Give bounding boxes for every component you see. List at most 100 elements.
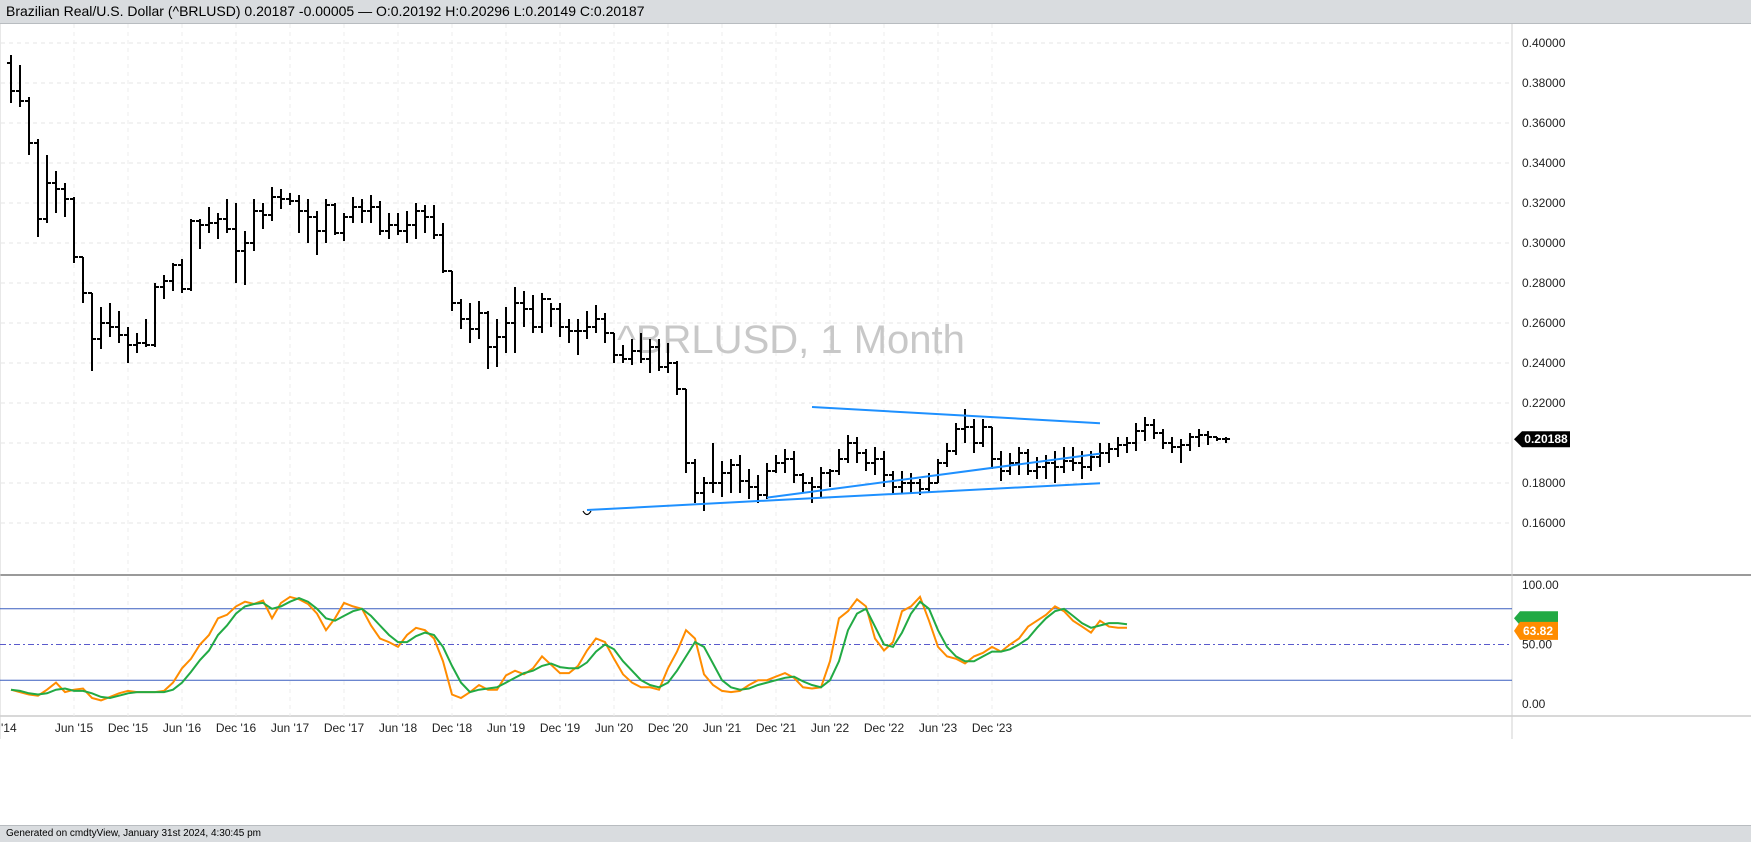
ohlc-bar <box>295 195 303 233</box>
ohlc-bar <box>682 388 690 473</box>
ohlc-bar <box>268 187 276 221</box>
ohlc-bar <box>304 199 312 243</box>
ohlc-bar <box>223 199 231 233</box>
ohlc-bar <box>70 197 78 263</box>
ohlc-bar <box>970 419 978 453</box>
ohlc-bar <box>511 287 519 353</box>
ohlc-bar <box>889 471 897 495</box>
ohlc-bar <box>943 443 951 467</box>
trendlines <box>586 406 1101 511</box>
stoch-tick-label: 0.00 <box>1522 697 1546 711</box>
ohlc-bar <box>1213 436 1221 441</box>
price-tick-label: 0.22000 <box>1522 396 1566 410</box>
price-tick-label: 0.16000 <box>1522 516 1566 530</box>
ohlc-bar <box>430 205 438 239</box>
ohlc-bar <box>259 203 267 229</box>
ohlc-bar <box>1096 443 1104 467</box>
date-tick-label: Jun '23 <box>919 721 958 735</box>
ohlc-bar <box>1159 429 1167 449</box>
ohlc-bar <box>79 256 87 303</box>
ohlc-bar <box>790 451 798 483</box>
ohlc-bar <box>331 203 339 235</box>
trendline <box>586 482 1101 511</box>
ohlc-bar <box>1069 447 1077 471</box>
ohlc-bar <box>178 259 186 293</box>
trendline <box>811 406 1101 425</box>
price-tick-label: 0.38000 <box>1522 76 1566 90</box>
ohlc-bar <box>502 307 510 353</box>
ohlc-bar <box>619 345 627 363</box>
ohlc-bar <box>655 339 663 371</box>
ohlc-bar <box>520 291 528 327</box>
ohlc-bar <box>691 459 699 503</box>
price-grid <box>1 42 1512 524</box>
date-tick-label: '14 <box>1 721 17 735</box>
ohlc-bar <box>934 459 942 484</box>
ohlc-bar <box>1105 443 1113 463</box>
ohlc-bar <box>772 455 780 473</box>
low-marker <box>582 510 592 516</box>
ohlc-bar <box>1132 423 1140 451</box>
stoch-tick-label: 100.00 <box>1522 578 1559 592</box>
ohlc-bar <box>718 461 726 497</box>
ohlc-bar <box>1114 437 1122 457</box>
ohlc-bar <box>43 155 51 223</box>
ohlc-bar <box>16 65 24 107</box>
ohlc-bar <box>565 319 573 343</box>
ohlc-bar <box>664 343 672 373</box>
ohlc-bar <box>781 449 789 473</box>
price-tick-label: 0.30000 <box>1522 236 1566 250</box>
ohlc-bar <box>1168 437 1176 453</box>
price-tick-label: 0.40000 <box>1522 36 1566 50</box>
date-tick-label: Dec '20 <box>648 721 689 735</box>
stochastic-pane: 100.00 50.00 0.00 63.82 <box>0 578 1559 711</box>
stoch-k-line <box>10 595 1127 702</box>
ohlc-bar <box>241 231 249 285</box>
stoch-k-tag <box>1514 621 1558 640</box>
ohlc-bar <box>169 263 177 291</box>
ohlc-bar <box>142 319 150 347</box>
date-tick-label: Dec '17 <box>324 721 365 735</box>
ohlc-bar <box>448 270 456 311</box>
ohlc-bar <box>97 307 105 349</box>
ohlc-bar <box>286 193 294 205</box>
ohlc-bar <box>988 426 996 469</box>
date-tick-label: Jun '21 <box>703 721 742 735</box>
ohlc-bar <box>880 451 888 487</box>
ohlc-bar <box>412 203 420 239</box>
ohlc-bar <box>700 477 708 511</box>
ohlc-bar <box>727 459 735 493</box>
date-tick-label: Dec '15 <box>108 721 149 735</box>
ohlc-bar <box>1006 453 1014 475</box>
ohlc-bar <box>403 211 411 243</box>
ohlc-bar <box>313 211 321 255</box>
symbol-watermark: ^BRLUSD, 1 Month <box>617 318 965 362</box>
ohlc-bar <box>88 292 96 371</box>
ohlc-bar <box>61 183 69 217</box>
ohlc-bar <box>475 301 483 339</box>
ohlc-bar <box>232 203 240 283</box>
ohlc-bar <box>574 319 582 355</box>
chart-area[interactable]: 0.40000 0.38000 0.36000 0.34000 0.32000 0.300… <box>0 24 1751 825</box>
ohlc-bar <box>322 199 330 243</box>
ohlc-bar <box>817 467 825 497</box>
ohlc-bar <box>457 299 465 329</box>
ohlc-bar <box>367 195 375 223</box>
price-tag-label: 0.20188 <box>1524 432 1568 446</box>
ohlc-bar <box>952 423 960 455</box>
ohlc-bar <box>277 189 285 209</box>
ohlc-bar <box>799 473 807 493</box>
stoch-d-tag <box>1514 611 1558 626</box>
generated-note: Generated on cmdtyView, January 31st 202… <box>6 828 261 839</box>
ohlc-bar <box>637 333 645 363</box>
ohlc-bars <box>7 55 1230 511</box>
ohlc-bar <box>556 303 564 337</box>
ohlc-bar <box>484 311 492 369</box>
stoch-d-line <box>10 597 1128 700</box>
ohlc-bar <box>763 463 771 499</box>
ohlc-bar <box>376 201 384 235</box>
price-tag-box <box>1514 431 1570 448</box>
ohlc-bar <box>187 219 195 291</box>
ohlc-bar <box>115 311 123 343</box>
quote-line: Brazilian Real/U.S. Dollar (^BRLUSD) 0.2… <box>6 3 645 19</box>
